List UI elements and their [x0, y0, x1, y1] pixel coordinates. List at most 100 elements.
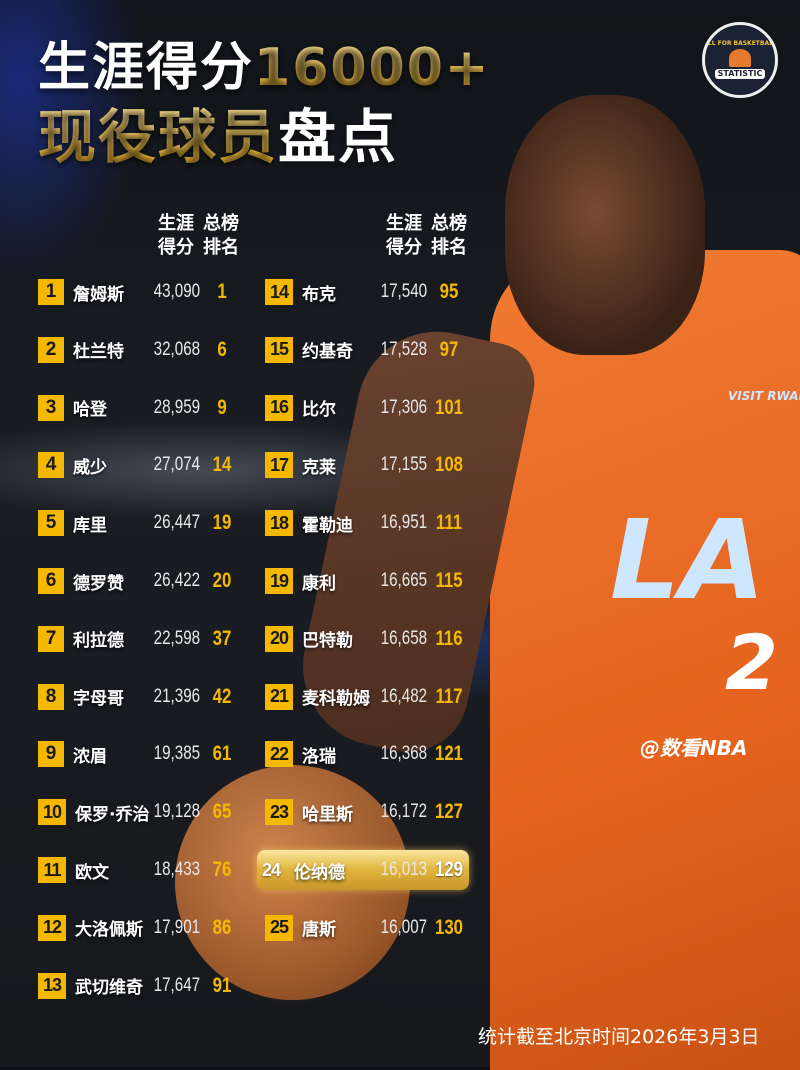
- table-row: 23 哈里斯 16,172 127: [265, 797, 465, 827]
- player-name: 霍勒迪: [302, 515, 353, 536]
- header-text: 排名: [203, 237, 239, 258]
- career-points: 16,951: [380, 512, 428, 534]
- player-name: 洛瑞: [302, 746, 336, 767]
- header-text: 得分: [386, 237, 422, 258]
- all-time-rank: 1: [217, 280, 227, 303]
- all-time-rank: 129: [434, 858, 464, 881]
- position-badge: 24: [261, 859, 281, 880]
- header-text: 得分: [158, 237, 194, 258]
- table-row: 13 武切维奇 17,647 91: [38, 971, 238, 1001]
- position-badge: 19: [265, 568, 293, 594]
- header-text: 总榜: [431, 213, 467, 234]
- player-name: 浓眉: [73, 746, 107, 767]
- title-line-2: 现役球员盘点: [38, 108, 398, 166]
- career-points: 26,447: [153, 512, 201, 534]
- career-points: 17,155: [380, 454, 428, 476]
- career-points: 17,540: [380, 281, 428, 302]
- player-name: 约基奇: [302, 342, 353, 363]
- career-points: 17,306: [380, 396, 428, 418]
- player-name: 比尔: [302, 400, 336, 421]
- position-badge: 4: [38, 452, 64, 479]
- all-time-rank: 14: [212, 453, 232, 477]
- title-text: 生涯得分: [38, 38, 255, 98]
- career-points: 16,665: [380, 570, 428, 591]
- player-name: 唐斯: [302, 920, 336, 941]
- player-name: 康利: [302, 573, 336, 594]
- all-time-rank: 61: [212, 742, 232, 766]
- all-time-rank: 108: [434, 453, 464, 477]
- position-badge: 23: [265, 799, 293, 826]
- position-badge: 8: [38, 683, 64, 710]
- player-name: 詹姆斯: [73, 284, 124, 305]
- logo-text-bottom: STATISTIC: [714, 69, 766, 79]
- player-head-image: [505, 95, 705, 355]
- career-points: 27,074: [153, 454, 201, 476]
- all-time-rank: 115: [435, 569, 463, 592]
- position-badge: 6: [38, 568, 64, 594]
- table-row: 5 库里 26,447 19: [38, 508, 238, 538]
- table-row: 12 大洛佩斯 17,901 86: [38, 913, 238, 943]
- all-time-rank: 97: [439, 337, 459, 361]
- career-points: 16,658: [380, 627, 428, 649]
- table-row: 24 伦纳德 16,013 129: [257, 850, 469, 890]
- all-time-rank: 6: [217, 337, 227, 361]
- jersey-team: LA: [610, 496, 766, 624]
- all-time-rank: 20: [212, 569, 232, 592]
- table-row: 4 威少 27,074 14: [38, 450, 238, 480]
- career-points: 17,528: [380, 338, 428, 360]
- career-points: 19,385: [153, 743, 201, 765]
- position-badge: 3: [38, 394, 64, 421]
- watermark: @数看NBA: [640, 736, 748, 760]
- position-badge: 17: [265, 452, 293, 479]
- player-name: 欧文: [75, 862, 109, 883]
- career-points: 19,128: [153, 801, 201, 823]
- position-badge: 11: [38, 857, 66, 883]
- table-row: 16 比尔 17,306 101: [265, 393, 465, 423]
- career-points: 16,172: [380, 801, 428, 823]
- position-badge: 12: [38, 914, 66, 941]
- all-time-rank: 42: [212, 684, 232, 708]
- player-name: 利拉德: [73, 631, 124, 652]
- logo-text-top: ALL FOR BASKETBALL: [703, 40, 777, 48]
- table-row: 20 巴特勒 16,658 116: [265, 624, 465, 654]
- title-highlight: 现役球员: [38, 103, 279, 171]
- player-name: 库里: [73, 515, 107, 536]
- career-points: 22,598: [153, 627, 201, 649]
- position-badge: 22: [265, 741, 293, 768]
- table-row: 15 约基奇 17,528 97: [265, 335, 465, 365]
- position-badge: 20: [265, 625, 293, 652]
- position-badge: 7: [38, 625, 64, 652]
- all-time-rank: 130: [434, 915, 464, 939]
- player-name: 德罗赞: [73, 573, 124, 594]
- career-points: 28,959: [153, 396, 201, 418]
- all-time-rank: 76: [212, 858, 232, 881]
- player-name: 伦纳德: [294, 862, 345, 883]
- player-name: 布克: [302, 284, 336, 305]
- rank-header-right: 总榜 排名: [431, 212, 467, 260]
- position-badge: 18: [265, 510, 293, 537]
- table-row: 6 德罗赞 26,422 20: [38, 566, 238, 596]
- header-text: 生涯: [158, 213, 194, 234]
- rank-header-left: 总榜 排名: [203, 212, 239, 260]
- player-name: 克莱: [302, 457, 336, 478]
- header-text: 排名: [431, 237, 467, 258]
- jersey-sponsor: VISIT RWANDA: [728, 389, 800, 403]
- position-badge: 1: [38, 279, 64, 305]
- career-points: 43,090: [153, 281, 201, 302]
- table-row: 21 麦科勒姆 16,482 117: [265, 682, 465, 712]
- title-line-1: 生涯得分16000+: [38, 42, 491, 94]
- logo: ALL FOR BASKETBALL STATISTIC: [702, 22, 778, 98]
- player-name: 哈登: [73, 400, 107, 421]
- table-row: 1 詹姆斯 43,090 1: [38, 277, 238, 307]
- score-header-right: 生涯 得分: [386, 212, 422, 260]
- table-row: 25 唐斯 16,007 130: [265, 913, 465, 943]
- position-badge: 16: [265, 394, 293, 421]
- career-points: 26,422: [153, 570, 201, 591]
- table-row: 14 布克 17,540 95: [265, 277, 465, 307]
- player-name: 字母哥: [73, 689, 124, 710]
- all-time-rank: 86: [212, 915, 232, 939]
- position-badge: 2: [38, 336, 64, 363]
- player-name: 杜兰特: [73, 342, 124, 363]
- position-badge: 5: [38, 510, 64, 537]
- player-name: 武切维奇: [75, 978, 143, 999]
